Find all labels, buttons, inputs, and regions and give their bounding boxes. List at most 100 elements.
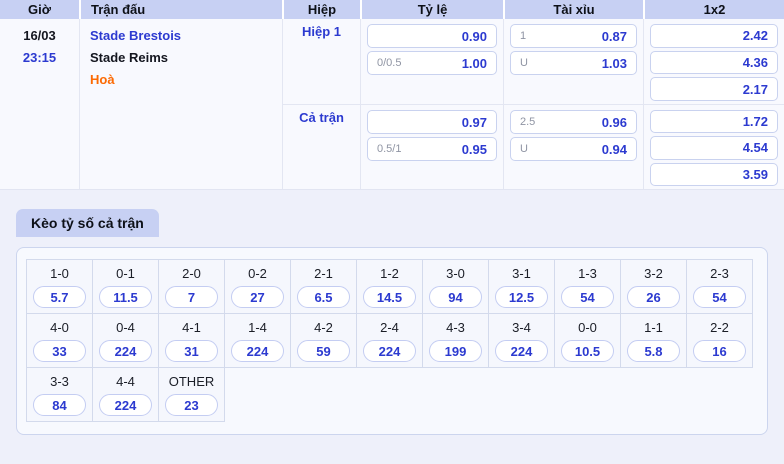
score-odds-button[interactable]: 10.5 bbox=[561, 340, 614, 362]
score-odds-button[interactable]: 224 bbox=[231, 340, 284, 362]
score-odds-button[interactable]: 31 bbox=[165, 340, 218, 362]
score-cell: 2-3 54 bbox=[686, 259, 753, 314]
score-odds-button[interactable]: 54 bbox=[693, 286, 746, 308]
score-grid-row: 4-0 33 0-4 224 4-1 31 1-4 224 4-2 59 2-4… bbox=[26, 313, 758, 368]
odds-value: 0.87 bbox=[601, 28, 627, 44]
over-under-odds-column: 2.5 0.96 U 0.94 bbox=[503, 105, 643, 189]
score-cell: 4-2 59 bbox=[290, 313, 357, 368]
score-odds-button[interactable]: 14.5 bbox=[363, 286, 416, 308]
score-odds-button[interactable]: 84 bbox=[33, 394, 86, 416]
score-label: 1-0 bbox=[50, 266, 69, 281]
header-time: Giờ bbox=[28, 2, 51, 17]
handicap-odds-button[interactable]: 0/0.5 1.00 bbox=[367, 51, 497, 75]
score-label: 1-1 bbox=[644, 320, 663, 335]
period-row-first-half: Hiệp 1 0.90 0/0.5 1.00 1 0.87 bbox=[282, 19, 784, 104]
score-cell: 2-1 6.5 bbox=[290, 259, 357, 314]
score-grid-row: 1-0 5.7 0-1 11.5 2-0 7 0-2 27 2-1 6.5 1-… bbox=[26, 259, 758, 314]
1x2-odds-button[interactable]: 2.42 bbox=[650, 24, 778, 48]
over-under-odds-button[interactable]: 1 0.87 bbox=[510, 24, 637, 48]
score-cell: 3-0 94 bbox=[422, 259, 489, 314]
tab-correct-score[interactable]: Kèo tỷ số cả trận bbox=[16, 209, 159, 237]
score-odds-button[interactable]: 54 bbox=[561, 286, 614, 308]
score-label: 2-1 bbox=[314, 266, 333, 281]
score-label: 4-4 bbox=[116, 374, 135, 389]
score-cell: 3-1 12.5 bbox=[488, 259, 555, 314]
score-odds-button[interactable]: 27 bbox=[231, 286, 284, 308]
score-odds-button[interactable]: 11.5 bbox=[99, 286, 152, 308]
score-odds-button[interactable]: 5.7 bbox=[33, 286, 86, 308]
score-label: 4-1 bbox=[182, 320, 201, 335]
score-odds-button[interactable]: 5.8 bbox=[627, 340, 680, 362]
score-cell: 3-3 84 bbox=[26, 367, 93, 422]
score-label: 0-0 bbox=[578, 320, 597, 335]
handicap-odds-button[interactable]: 0.97 bbox=[367, 110, 497, 134]
score-odds-button[interactable]: 59 bbox=[297, 340, 350, 362]
header-match: Trận đấu bbox=[79, 0, 282, 19]
score-label: 2-3 bbox=[710, 266, 729, 281]
match-date: 16/03 bbox=[23, 28, 56, 43]
odds-table-body: 16/03 23:15 Stade Brestois Stade Reims H… bbox=[0, 19, 784, 189]
match-teams-cell: Stade Brestois Stade Reims Hoà bbox=[79, 19, 282, 189]
score-label: 1-2 bbox=[380, 266, 399, 281]
odds-value: 2.42 bbox=[742, 28, 768, 44]
over-under-odds-button[interactable]: 2.5 0.96 bbox=[510, 110, 637, 134]
score-odds-button[interactable]: 224 bbox=[495, 340, 548, 362]
home-team-name: Stade Brestois bbox=[90, 28, 182, 43]
score-odds-button[interactable]: 26 bbox=[627, 286, 680, 308]
1x2-odds-button[interactable]: 4.54 bbox=[650, 136, 778, 160]
score-label: 1-4 bbox=[248, 320, 267, 335]
correct-score-section: Kèo tỷ số cả trận 1-0 5.7 0-1 11.5 2-0 7… bbox=[0, 209, 784, 435]
score-cell: 1-1 5.8 bbox=[620, 313, 687, 368]
over-under-line: 1 bbox=[520, 30, 527, 42]
score-label: 3-1 bbox=[512, 266, 531, 281]
score-odds-button[interactable]: 224 bbox=[99, 340, 152, 362]
period-row-full-time: Cả trận 0.97 0.5/1 0.95 2.5 0.96 bbox=[282, 104, 784, 189]
score-cell: 1-3 54 bbox=[554, 259, 621, 314]
score-odds-button[interactable]: 12.5 bbox=[495, 286, 548, 308]
1x2-odds-column: 2.42 4.36 2.17 bbox=[643, 19, 784, 104]
score-cell: 0-2 27 bbox=[224, 259, 291, 314]
1x2-odds-button[interactable]: 4.36 bbox=[650, 50, 778, 75]
handicap-line: 0/0.5 bbox=[377, 57, 402, 69]
1x2-odds-button[interactable]: 2.17 bbox=[650, 77, 778, 102]
1x2-odds-column: 1.72 4.54 3.59 bbox=[643, 105, 784, 189]
handicap-odds-button[interactable]: 0.90 bbox=[367, 24, 497, 48]
odds-value: 0.94 bbox=[601, 141, 627, 157]
score-cell: 0-1 11.5 bbox=[92, 259, 159, 314]
score-odds-button[interactable]: 224 bbox=[99, 394, 152, 416]
score-odds-button[interactable]: 16 bbox=[693, 340, 746, 362]
score-label: 1-3 bbox=[578, 266, 597, 281]
header-period: Hiệp bbox=[282, 0, 360, 19]
odds-value: 0.90 bbox=[461, 28, 487, 44]
score-odds-button[interactable]: 33 bbox=[33, 340, 86, 362]
score-label: 2-4 bbox=[380, 320, 399, 335]
1x2-odds-button[interactable]: 3.59 bbox=[650, 162, 778, 186]
score-cell: 3-4 224 bbox=[488, 313, 555, 368]
odds-value: 2.17 bbox=[742, 81, 768, 97]
score-label: 3-0 bbox=[446, 266, 465, 281]
score-odds-button[interactable]: 94 bbox=[429, 286, 482, 308]
over-under-odds-button[interactable]: U 0.94 bbox=[510, 137, 637, 161]
score-cell: 4-1 31 bbox=[158, 313, 225, 368]
score-label: 3-4 bbox=[512, 320, 531, 335]
score-odds-button[interactable]: 224 bbox=[363, 340, 416, 362]
handicap-odds-button[interactable]: 0.5/1 0.95 bbox=[367, 137, 497, 161]
score-odds-button[interactable]: 6.5 bbox=[297, 286, 350, 308]
handicap-odds-column: 0.90 0/0.5 1.00 bbox=[360, 19, 503, 104]
odds-value: 3.59 bbox=[742, 166, 768, 182]
score-cell: 0-0 10.5 bbox=[554, 313, 621, 368]
score-odds-button[interactable]: 23 bbox=[165, 394, 218, 416]
score-cell: 0-4 224 bbox=[92, 313, 159, 368]
score-cell: 2-0 7 bbox=[158, 259, 225, 314]
1x2-odds-button[interactable]: 1.72 bbox=[650, 110, 778, 134]
odds-table-header: Giờ Trận đấu Hiệp Tỷ lệ Tài xỉu 1x2 bbox=[0, 0, 784, 19]
score-odds-button[interactable]: 199 bbox=[429, 340, 482, 362]
score-cell: 3-2 26 bbox=[620, 259, 687, 314]
over-under-odds-button[interactable]: U 1.03 bbox=[510, 51, 637, 75]
header-handicap: Tỷ lệ bbox=[360, 0, 503, 19]
score-cell: 4-4 224 bbox=[92, 367, 159, 422]
score-odds-button[interactable]: 7 bbox=[165, 286, 218, 308]
header-over-under: Tài xỉu bbox=[503, 0, 643, 19]
odds-value: 1.03 bbox=[601, 55, 627, 71]
score-cell: 4-0 33 bbox=[26, 313, 93, 368]
